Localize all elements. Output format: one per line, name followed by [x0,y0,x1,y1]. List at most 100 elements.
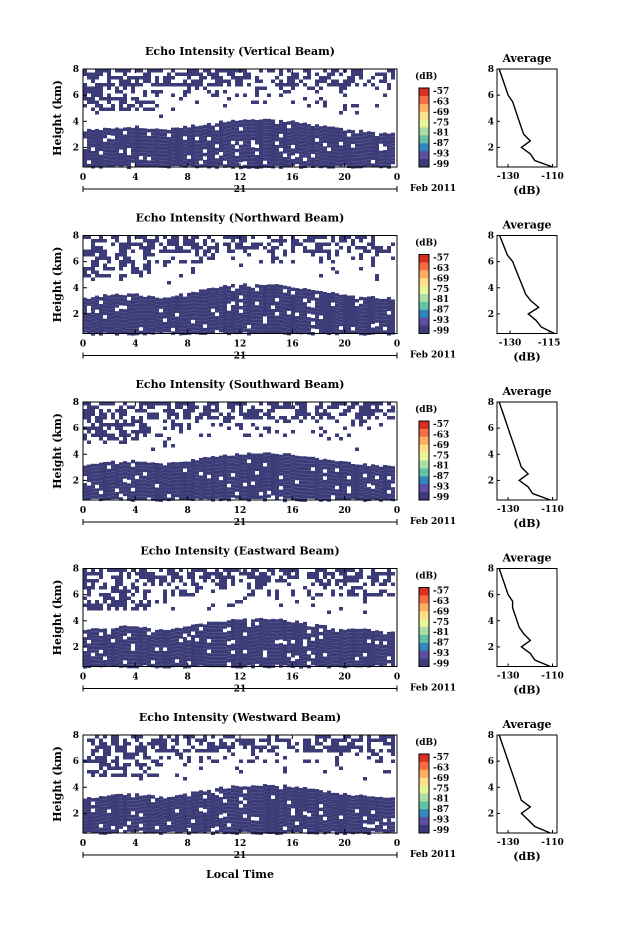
echo-cell [371,142,375,146]
echo-cell [339,660,343,664]
echo-cell [351,316,355,320]
echo-cell [327,473,331,478]
echo-cell [171,656,175,661]
echo-cell [135,643,139,648]
x-tick-label: 0 [80,173,86,183]
echo-cell [191,83,195,87]
echo-cell [351,151,355,155]
echo-cell [251,164,255,169]
echo-cell [87,267,91,271]
echo-cell [251,133,255,137]
echo-cell [359,129,363,134]
echo-cell [291,83,295,87]
echo-cell [203,627,207,632]
echo-cell [267,291,271,295]
echo-cell [327,579,331,583]
echo-cell [343,478,347,483]
echo-cell [171,306,175,311]
echo-cell [91,133,95,137]
echo-cell [279,86,283,90]
echo-cell [307,467,311,471]
echo-cell [191,582,195,586]
colorbar-swatch [419,428,429,438]
echo-cell [215,123,219,127]
echo-cell [335,158,339,163]
echo-cell [279,650,283,654]
echo-cell [175,295,179,300]
echo-cell [143,658,147,662]
echo-cell [223,157,227,161]
echo-cell [235,467,239,471]
echo-cell [263,494,267,498]
echo-cell [91,638,95,643]
echo-cell [327,650,331,655]
echo-cell [83,437,87,441]
echo-cell [215,625,219,629]
echo-cell [131,127,135,132]
echo-cell [83,274,87,278]
echo-cell [287,69,291,73]
echo-cell [227,124,231,129]
echo-cell [259,161,263,165]
echo-cell [231,69,235,73]
echo-cell [279,130,283,134]
echo-cell [159,319,163,323]
echo-cell [271,308,275,313]
echo-cell [295,645,299,649]
colorbar-frame [418,87,430,168]
colorbar-swatch [419,262,429,271]
echo-cell [311,575,315,579]
echo-cell [115,328,119,333]
echo-cell [227,121,231,125]
echo-cell [191,152,195,156]
echo-cell [99,663,103,668]
echo-cell [271,246,275,250]
echo-cell [115,481,119,486]
echo-cell [355,416,359,420]
echo-cell [211,494,215,499]
echo-cell [295,648,299,653]
echo-cell [203,242,207,246]
echo-cell [115,568,119,572]
echo-cell [315,325,319,330]
x-tick-label: 20 [338,340,351,350]
echo-cell [303,656,307,661]
echo-cell [207,457,211,461]
echo-cell [351,646,355,650]
echo-cell [235,299,239,303]
echo-cell [215,151,219,155]
echo-cell [351,295,355,299]
echo-cell [339,464,343,468]
echo-cell [299,295,303,300]
echo-cell [263,139,267,144]
echo-cell [99,603,103,607]
echo-cell [143,582,147,586]
echo-cell [103,402,107,406]
echo-cell [195,253,199,257]
echo-cell [95,579,99,583]
echo-cell [167,480,171,484]
echo-cell [235,93,239,97]
colorbar-swatch [419,444,429,454]
echo-cell [99,246,103,250]
echo-cell [279,636,283,640]
echo-cell [263,313,267,317]
echo-cell [311,647,315,652]
echo-cell [223,327,227,331]
echo-cell [139,295,143,300]
echo-cell [271,491,275,496]
echo-cell [191,572,195,576]
echo-cell [235,474,239,478]
echo-cell [383,132,387,137]
echo-cell [219,148,223,153]
echo-cell [127,246,131,250]
echo-cell [207,478,211,482]
echo-cell [359,133,363,137]
echo-cell [271,298,275,302]
echo-cell [139,309,143,314]
echo-cell [307,235,311,239]
echo-cell [155,315,159,319]
echo-cell [207,330,211,334]
echo-cell [383,79,387,83]
echo-cell [391,405,395,409]
